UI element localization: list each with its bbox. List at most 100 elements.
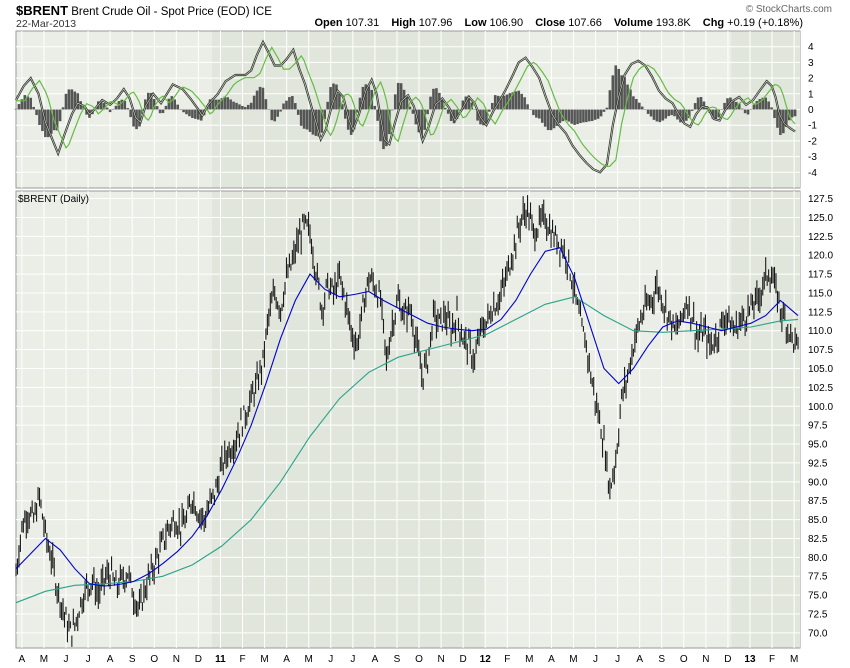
low-label: Low xyxy=(464,17,487,29)
histogram-bar xyxy=(441,98,444,110)
chg-value: +0.19 (+0.18%) xyxy=(727,17,803,29)
histogram-bar xyxy=(773,109,776,119)
histogram-bar xyxy=(273,109,277,122)
volume-label: Volume xyxy=(613,17,653,29)
histogram-bar xyxy=(605,107,609,110)
histogram-bar xyxy=(446,109,450,114)
x-tick-label: D xyxy=(195,654,202,665)
histogram-bar xyxy=(764,97,767,110)
histogram-bar xyxy=(411,109,415,114)
histogram-bar xyxy=(226,97,229,110)
price-bars xyxy=(15,195,799,647)
histogram-bar xyxy=(267,109,271,110)
histogram-bar xyxy=(702,101,706,110)
histogram-bar xyxy=(661,109,665,121)
histogram-bar xyxy=(238,104,241,110)
quote-summary: Open 107.31 High 107.96 Low 106.90 Close 107… xyxy=(314,17,803,29)
histogram-bar xyxy=(399,83,403,110)
histogram-bar xyxy=(255,90,259,110)
histogram-bar xyxy=(623,77,626,110)
histogram-bar xyxy=(14,108,18,110)
histogram-bar xyxy=(32,106,35,110)
histogram-bar xyxy=(685,109,688,121)
histogram-bar xyxy=(349,109,353,135)
histogram-bar xyxy=(502,95,506,110)
histogram-bar xyxy=(620,75,623,110)
price-tick-label: 107.5 xyxy=(808,345,833,356)
price-tick-label: 75.0 xyxy=(808,591,828,602)
histogram-bar xyxy=(435,88,438,110)
histogram-bar xyxy=(735,101,738,110)
histogram-bar xyxy=(358,97,362,110)
histogram-bar xyxy=(376,109,379,121)
x-tick-label: S xyxy=(394,654,401,665)
histogram-bar xyxy=(47,109,50,138)
histogram-bar xyxy=(637,102,641,110)
histogram-bar xyxy=(388,109,391,135)
histogram-bar xyxy=(567,109,571,122)
histogram-bar xyxy=(244,107,247,110)
x-tick-label: M xyxy=(569,654,577,665)
histogram-bar xyxy=(105,107,109,110)
price-tick-label: 82.5 xyxy=(808,534,828,545)
histogram-bar xyxy=(379,109,382,142)
histogram-bar xyxy=(732,99,735,110)
histogram-bar xyxy=(570,109,573,124)
histogram-bar xyxy=(699,97,703,110)
histogram-bar xyxy=(755,101,759,110)
price-tick-label: 115.0 xyxy=(808,288,833,299)
histogram-bar xyxy=(558,109,562,123)
histogram-bar xyxy=(408,106,412,110)
histogram-bar xyxy=(182,109,185,113)
histogram-bar xyxy=(270,109,274,121)
histogram-bar xyxy=(508,93,512,110)
histogram-bar xyxy=(761,97,765,110)
histogram-bar xyxy=(573,109,576,125)
price-tick-label: 105.0 xyxy=(808,364,833,375)
histogram-bar xyxy=(467,95,471,110)
price-tick-label: 112.5 xyxy=(808,307,833,318)
x-tick-label: 11 xyxy=(215,654,226,665)
x-tick-label: A xyxy=(636,654,643,665)
histogram-bar xyxy=(696,97,700,110)
histogram-bar xyxy=(793,109,797,117)
histogram-bar xyxy=(335,84,338,110)
histogram-bar xyxy=(543,109,547,127)
price-tick-label: 120.0 xyxy=(808,251,833,262)
brand-credit[interactable]: © StockCharts.com xyxy=(745,4,832,15)
histogram-bar xyxy=(493,95,497,110)
price-panel: 127.5 125.0 122.5 120.0 117.5 115.0 112.5 110.0… xyxy=(15,190,833,665)
histogram-bar xyxy=(282,103,285,110)
histogram-bar xyxy=(549,109,553,131)
histogram-bar xyxy=(229,99,232,110)
histogram-bar xyxy=(155,106,159,110)
price-tick-label: 97.5 xyxy=(808,421,828,432)
indicator-tick-label: 2 xyxy=(808,74,814,85)
histogram-bar xyxy=(85,109,88,115)
histogram-bar xyxy=(258,86,262,110)
price-tick-label: 117.5 xyxy=(808,270,833,281)
histogram-bar xyxy=(658,109,662,123)
histogram-bar xyxy=(108,109,112,113)
histogram-bar xyxy=(740,108,744,110)
histogram-bar xyxy=(538,109,541,119)
histogram-bar xyxy=(20,99,24,110)
indicator-tick-label: 0 xyxy=(808,105,814,116)
histogram-bar xyxy=(35,109,38,116)
histogram-bar xyxy=(341,104,344,110)
histogram-bar xyxy=(749,109,753,110)
histogram-bar xyxy=(299,109,303,126)
histogram-bar xyxy=(611,75,615,110)
x-tick-label: N xyxy=(437,654,444,665)
price-tick-label: 110.0 xyxy=(808,326,833,337)
histogram-bar xyxy=(114,105,118,110)
x-tick-label: M xyxy=(525,654,533,665)
histogram-bar xyxy=(132,109,135,127)
price-tick-label: 80.0 xyxy=(808,553,828,564)
histogram-bar xyxy=(546,109,550,131)
x-tick-label: A xyxy=(372,654,379,665)
histogram-bar xyxy=(126,108,130,110)
histogram-bar xyxy=(291,96,294,110)
histogram-bar xyxy=(687,109,691,119)
histogram-bar xyxy=(664,109,668,119)
